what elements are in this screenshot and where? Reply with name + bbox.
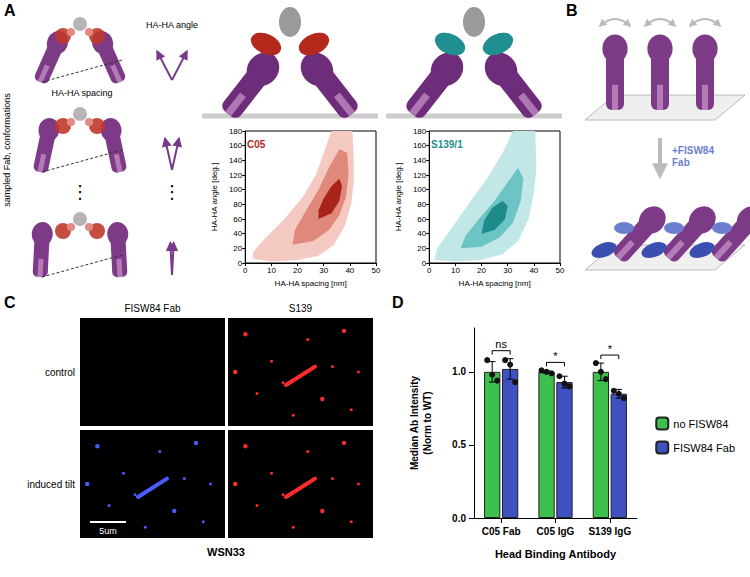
svg-text:*: * — [608, 343, 613, 355]
svg-text:5um: 5um — [99, 526, 117, 536]
svg-text:WSN33: WSN33 — [207, 546, 245, 558]
svg-text:0: 0 — [421, 258, 427, 268]
svg-text:C: C — [4, 294, 16, 311]
svg-text:HA-HA spacing: HA-HA spacing — [51, 88, 112, 98]
svg-text:0.0: 0.0 — [452, 513, 466, 524]
svg-text:FISW84 Fab: FISW84 Fab — [673, 442, 735, 454]
svg-text:FISW84 Fab: FISW84 Fab — [124, 303, 181, 314]
svg-text:B: B — [566, 2, 578, 19]
svg-text:50: 50 — [372, 266, 381, 275]
svg-text:C05: C05 — [247, 139, 266, 150]
svg-text:20: 20 — [417, 244, 426, 253]
svg-text:50: 50 — [556, 266, 565, 275]
svg-text:10: 10 — [267, 266, 276, 275]
svg-text:40: 40 — [529, 266, 538, 275]
svg-text:control: control — [45, 367, 75, 378]
svg-text:HA-HA spacing [nm]: HA-HA spacing [nm] — [275, 279, 347, 288]
svg-text:⋮: ⋮ — [71, 182, 89, 202]
svg-text:HA-HA angle: HA-HA angle — [146, 20, 198, 30]
svg-text:ns: ns — [495, 338, 507, 350]
svg-text:180: 180 — [413, 127, 427, 136]
svg-text:HA-HA spacing [nm]: HA-HA spacing [nm] — [459, 279, 531, 288]
svg-text:20: 20 — [233, 244, 242, 253]
svg-text:S139: S139 — [289, 303, 313, 314]
svg-text:HA-HA angle [deg.]: HA-HA angle [deg.] — [210, 163, 219, 231]
svg-text:Head Binding Antibody: Head Binding Antibody — [495, 548, 617, 560]
svg-text:D: D — [392, 294, 404, 311]
svg-text:(Norm to WT): (Norm to WT) — [422, 391, 433, 454]
svg-text:sampled Fab, conformations: sampled Fab, conformations — [2, 93, 12, 207]
svg-text:0: 0 — [427, 266, 432, 275]
svg-text:100: 100 — [229, 185, 243, 194]
svg-text:HA-HA angle [deg.]: HA-HA angle [deg.] — [394, 163, 403, 231]
svg-text:40: 40 — [233, 229, 242, 238]
svg-text:160: 160 — [229, 141, 243, 150]
svg-text:180: 180 — [229, 127, 243, 136]
svg-text:+FISW84: +FISW84 — [672, 145, 714, 156]
svg-text:1.0: 1.0 — [452, 366, 466, 377]
svg-text:140: 140 — [413, 156, 427, 165]
svg-text:20: 20 — [293, 266, 302, 275]
svg-text:120: 120 — [229, 171, 243, 180]
svg-text:0: 0 — [243, 266, 248, 275]
svg-text:60: 60 — [417, 215, 426, 224]
svg-text:S139 IgG: S139 IgG — [588, 526, 631, 537]
svg-text:100: 100 — [413, 185, 427, 194]
svg-text:120: 120 — [413, 171, 427, 180]
svg-text:30: 30 — [503, 266, 512, 275]
svg-text:0.5: 0.5 — [452, 439, 466, 450]
svg-text:⋮: ⋮ — [163, 182, 181, 202]
svg-text:induced tilt: induced tilt — [27, 479, 75, 490]
svg-text:Median Ab Intensity: Median Ab Intensity — [409, 376, 420, 471]
svg-text:30: 30 — [319, 266, 328, 275]
svg-text:0: 0 — [237, 258, 243, 268]
svg-text:*: * — [553, 350, 558, 362]
svg-text:80: 80 — [417, 200, 426, 209]
svg-text:140: 140 — [229, 156, 243, 165]
svg-text:160: 160 — [413, 141, 427, 150]
svg-text:40: 40 — [417, 229, 426, 238]
svg-text:C05 IgG: C05 IgG — [537, 526, 575, 537]
svg-text:C05 Fab: C05 Fab — [482, 526, 521, 537]
svg-text:20: 20 — [477, 266, 486, 275]
svg-text:40: 40 — [345, 266, 354, 275]
svg-text:60: 60 — [233, 215, 242, 224]
svg-text:no FISW84: no FISW84 — [673, 418, 728, 430]
svg-text:Fab: Fab — [672, 157, 690, 168]
svg-text:S139/1: S139/1 — [431, 139, 463, 150]
svg-text:10: 10 — [451, 266, 460, 275]
svg-text:80: 80 — [233, 200, 242, 209]
svg-text:A: A — [4, 2, 16, 19]
